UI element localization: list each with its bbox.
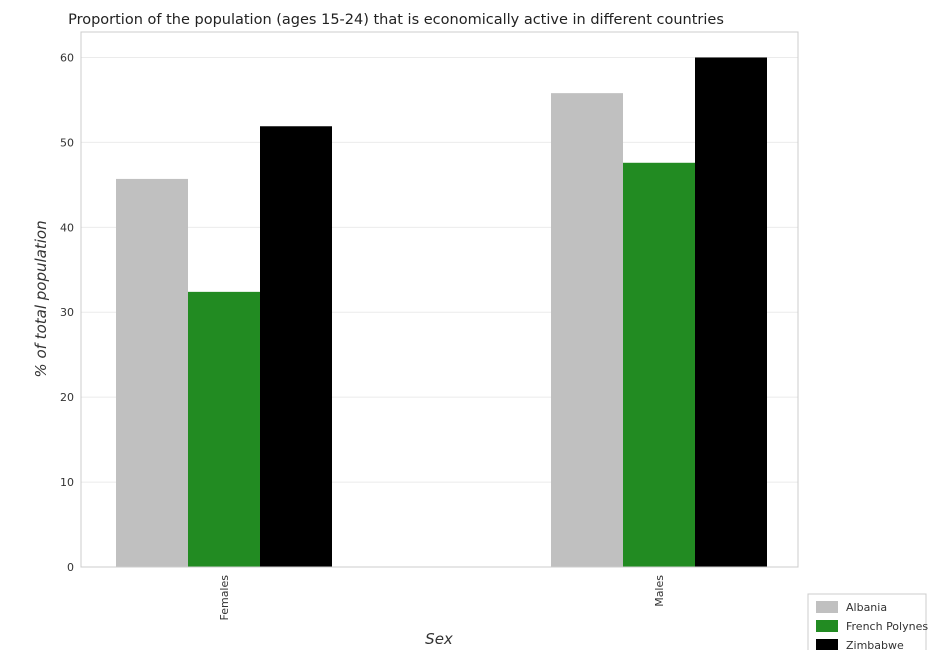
bar-zimbabwe-males	[695, 57, 767, 567]
y-tick-label: 40	[60, 221, 74, 234]
legend-swatch	[816, 601, 838, 613]
y-tick-label: 30	[60, 306, 74, 319]
bars	[116, 57, 767, 568]
legend-label: French Polynesia	[846, 620, 928, 633]
x-axis-label: Sex	[425, 630, 453, 648]
bar-albania-females	[116, 178, 188, 567]
chart-title: Proportion of the population (ages 15-24…	[68, 12, 724, 28]
y-tick-label: 10	[60, 476, 74, 489]
y-axis-label: % of total population	[32, 220, 50, 377]
y-tick-label: 50	[60, 136, 74, 149]
y-tick-label: 0	[67, 561, 74, 574]
y-tick-label: 60	[60, 51, 74, 64]
x-tick-label: Females	[218, 575, 231, 621]
legend-label: Albania	[846, 601, 887, 614]
plot-frame	[80, 31, 799, 568]
bar-french-polynesia-females	[188, 291, 260, 567]
bar-zimbabwe-females	[260, 126, 332, 567]
legend: Albania French Polynesia Zimbabwe	[807, 593, 928, 650]
x-tick-label: Males	[653, 575, 666, 607]
legend-swatch	[816, 639, 838, 650]
axis-ticks: 0 10 20 30 40 50 60 Females Males	[60, 51, 666, 620]
bar-albania-males	[551, 93, 623, 568]
legend-label: Zimbabwe	[846, 639, 904, 650]
y-tick-label: 20	[60, 391, 74, 404]
bar-french-polynesia-males	[623, 162, 695, 567]
legend-swatch	[816, 620, 838, 632]
